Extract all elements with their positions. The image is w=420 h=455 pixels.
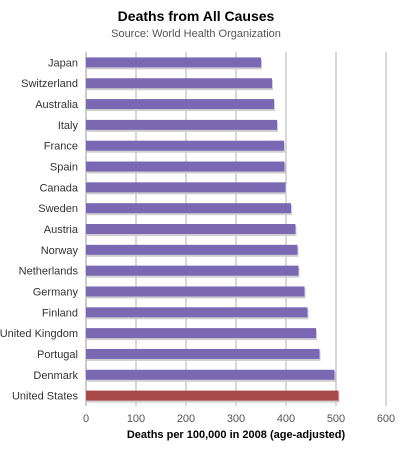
bar-switzerland bbox=[86, 78, 272, 89]
bar-austria bbox=[86, 224, 296, 234]
category-label: Austria bbox=[44, 224, 79, 236]
category-label: France bbox=[44, 141, 78, 153]
category-label: Netherlands bbox=[19, 266, 79, 278]
chart-title: Deaths from All Causes bbox=[117, 8, 275, 24]
x-tick-label: 100 bbox=[127, 413, 145, 425]
x-tick-labels: 0 100 200 300 400 500 600 bbox=[83, 413, 395, 425]
x-tick-label: 500 bbox=[327, 413, 345, 425]
category-label: Denmark bbox=[33, 370, 78, 382]
category-label: Sweden bbox=[38, 203, 78, 215]
x-tick-label: 200 bbox=[177, 413, 195, 425]
x-tick-label: 300 bbox=[227, 413, 245, 425]
category-label: United States bbox=[12, 391, 79, 403]
chart-subtitle: Source: World Health Organization bbox=[111, 28, 281, 40]
category-label: Finland bbox=[42, 307, 78, 319]
bar-united-kingdom bbox=[86, 328, 316, 339]
x-axis-label: Deaths per 100,000 in 2008 (age-adjusted… bbox=[127, 429, 346, 441]
bar-canada bbox=[86, 182, 286, 193]
bar-france bbox=[86, 140, 284, 151]
bar-germany bbox=[86, 286, 305, 297]
category-label: Portugal bbox=[37, 349, 78, 361]
bars bbox=[86, 57, 340, 403]
bar-japan bbox=[86, 57, 261, 68]
bar-sweden bbox=[86, 203, 291, 214]
bar-netherlands bbox=[86, 265, 299, 276]
category-label: Canada bbox=[39, 182, 78, 194]
x-tick-label: 0 bbox=[83, 413, 89, 425]
bar-spain bbox=[86, 161, 285, 172]
category-label: Spain bbox=[50, 162, 78, 174]
bar-italy bbox=[86, 119, 277, 130]
bar-norway bbox=[86, 244, 298, 255]
category-label: Australia bbox=[35, 99, 79, 111]
bar-finland bbox=[86, 307, 308, 318]
x-tick-label: 600 bbox=[377, 413, 395, 425]
category-label: Japan bbox=[48, 57, 78, 69]
category-labels: Japan Switzerland Australia Italy France Spai… bbox=[0, 57, 79, 402]
category-label: Norway bbox=[41, 245, 79, 257]
x-tick-label: 400 bbox=[277, 413, 295, 425]
category-label: Switzerland bbox=[21, 78, 78, 90]
bar-united-states bbox=[86, 390, 339, 401]
category-label: Italy bbox=[58, 120, 79, 132]
category-label: Germany bbox=[33, 286, 79, 298]
bar-denmark bbox=[86, 369, 335, 380]
bar-australia bbox=[86, 99, 274, 110]
bar-portugal bbox=[86, 348, 320, 359]
category-label: United Kingdom bbox=[0, 328, 78, 340]
